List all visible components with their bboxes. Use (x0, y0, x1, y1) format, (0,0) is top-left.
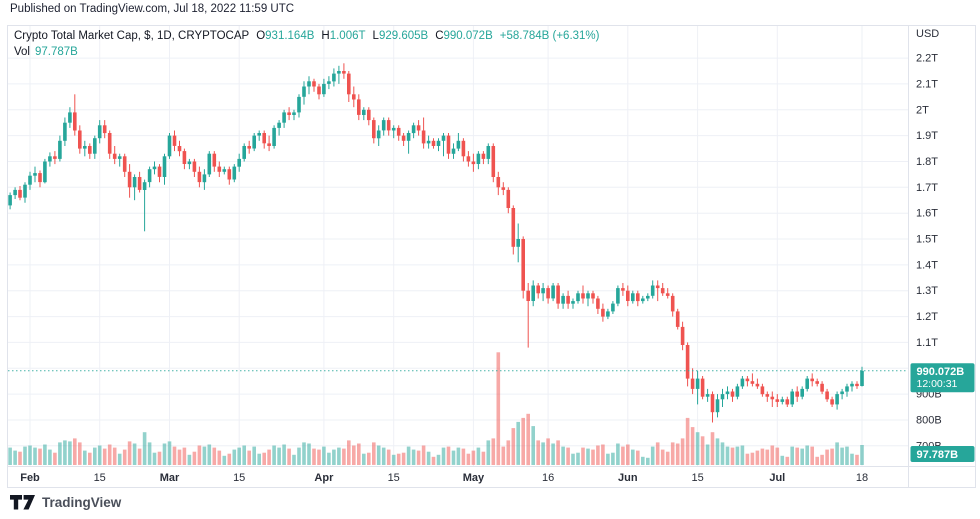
volume-series (8, 352, 864, 466)
svg-text:1.6T: 1.6T (916, 208, 938, 220)
legend-ohlc-row: Crypto Total Market Cap, $, 1D, CRYPTOCA… (14, 28, 600, 44)
svg-text:Jul: Jul (769, 472, 785, 484)
open-label: O (256, 30, 266, 42)
low-value: 929.605B (378, 30, 429, 42)
svg-text:1.1T: 1.1T (916, 337, 938, 349)
close-value: 990.072B (443, 30, 493, 42)
svg-text:Feb: Feb (20, 472, 40, 484)
chart-frame-border (7, 25, 976, 488)
svg-text:15: 15 (233, 472, 245, 484)
svg-text:Jun: Jun (618, 472, 638, 484)
tradingview-logo[interactable]: TradingView (10, 495, 121, 510)
svg-text:1.8T: 1.8T (916, 156, 938, 168)
high-value: 1.006T (329, 30, 366, 42)
low-label: L (372, 30, 379, 42)
volume-label[interactable]: Vol (14, 46, 30, 58)
symbol-title[interactable]: Crypto Total Market Cap, $, 1D, CRYPTOCA… (14, 30, 250, 42)
svg-text:97.787B: 97.787B (917, 449, 959, 461)
svg-text:May: May (463, 472, 485, 484)
bar-countdown: 12:00:31 (917, 378, 958, 390)
svg-text:15: 15 (691, 472, 703, 484)
legend-volume-row: Vol 97.787B (14, 44, 600, 60)
svg-text:1.2T: 1.2T (916, 311, 938, 323)
svg-text:2.2T: 2.2T (916, 53, 938, 65)
svg-text:1.3T: 1.3T (916, 285, 938, 297)
svg-text:800B: 800B (916, 415, 942, 427)
tradingview-logo-mark-icon (10, 495, 35, 510)
svg-text:2.1T: 2.1T (916, 78, 938, 90)
svg-text:Mar: Mar (160, 472, 180, 484)
svg-text:1.7T: 1.7T (916, 182, 938, 194)
close-label: C (435, 30, 444, 42)
svg-text:Apr: Apr (314, 472, 334, 484)
svg-text:18: 18 (856, 472, 868, 484)
svg-text:990.072B: 990.072B (917, 366, 965, 378)
candlestick-series (8, 63, 864, 423)
volume-value: 97.787B (35, 46, 78, 58)
svg-text:1.5T: 1.5T (916, 234, 938, 246)
svg-text:16: 16 (542, 472, 554, 484)
legend[interactable]: Crypto Total Market Cap, $, 1D, CRYPTOCA… (14, 28, 600, 60)
open-value: 931.164B (265, 30, 315, 42)
high-label: H (321, 30, 330, 42)
svg-text:1.9T: 1.9T (916, 130, 938, 142)
time-axis[interactable]: Feb 15 Mar 15 Apr 15 May 16 Jun 15 Jul 18 (20, 472, 868, 484)
svg-text:2T: 2T (916, 104, 929, 116)
brand-text: TradingView (42, 495, 122, 510)
svg-text:15: 15 (388, 472, 400, 484)
price-axis-unit: USD (916, 28, 939, 40)
svg-text:1.4T: 1.4T (916, 259, 938, 271)
published-line: Published on TradingView.com, Jul 18, 20… (10, 3, 295, 15)
last-volume-label: 97.787B (910, 446, 975, 462)
svg-text:15: 15 (94, 472, 106, 484)
change-value: +58.784B (+6.31%) (499, 30, 600, 42)
